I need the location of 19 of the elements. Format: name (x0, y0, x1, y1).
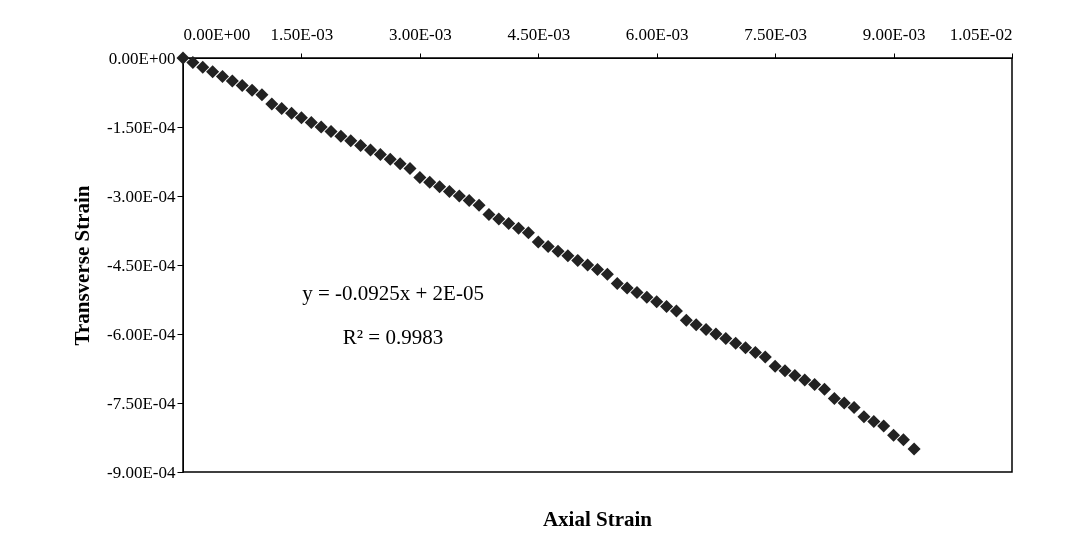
x-tick-label: 1.05E-02 (949, 24, 1013, 44)
y-axis-title: Transverse Strain (70, 185, 95, 346)
y-tick-label: -3.00E-04 (107, 186, 176, 206)
y-tick-label: -9.00E-04 (107, 462, 176, 482)
y-tick-label: -4.50E-04 (107, 255, 176, 275)
y-tick-label: -7.50E-04 (107, 393, 176, 413)
x-tick-label: 3.00E-03 (388, 24, 452, 44)
x-tick-label: 6.00E-03 (625, 24, 689, 44)
y-tick-label: -1.50E-04 (107, 117, 176, 137)
x-tick-label: 9.00E-03 (862, 24, 926, 44)
x-tick-label: 4.50E-03 (507, 24, 571, 44)
x-tick-label: 7.50E-03 (744, 24, 808, 44)
annotation: y = -0.0925x + 2E-05 (302, 281, 484, 305)
annotation: R² = 0.9983 (342, 325, 444, 349)
x-tick-label: 1.50E-03 (270, 24, 334, 44)
x-tick-label: 0.00E+00 (183, 24, 251, 44)
y-tick-label: -6.00E-04 (107, 324, 176, 344)
y-tick-label: 0.00E+00 (108, 48, 176, 68)
x-axis-title: Axial Strain (542, 507, 653, 531)
